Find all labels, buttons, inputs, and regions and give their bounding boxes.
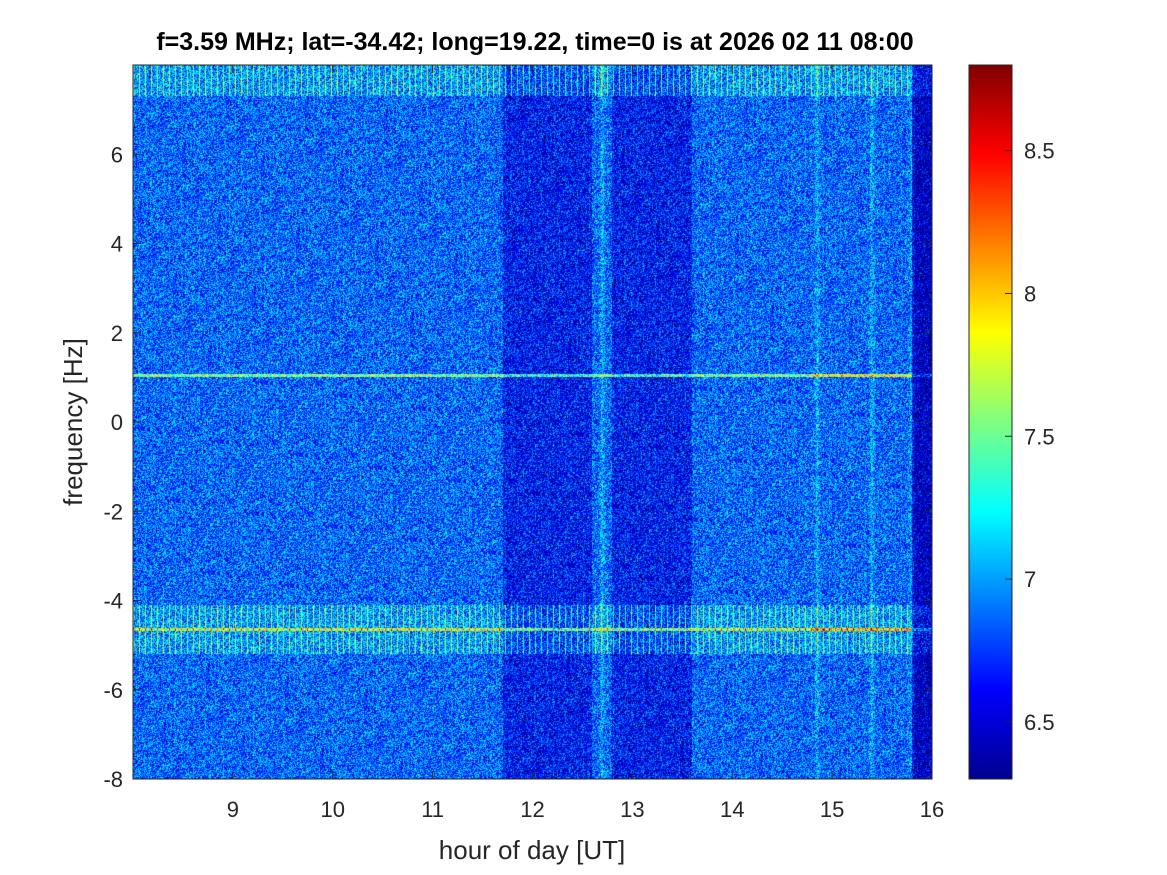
colorbar: [968, 64, 1013, 780]
x-tick-label: 16: [920, 797, 944, 822]
x-axis-ticks: 9 10 11 12 13 14 15 16: [227, 65, 944, 822]
spectrogram-heatmap: [133, 65, 932, 779]
colorbar-tick-label: 8.5: [1024, 139, 1055, 164]
y-tick-label: 6: [111, 142, 123, 167]
x-tick-label: 12: [520, 797, 544, 822]
colorbar-tick-label: 6.5: [1024, 710, 1055, 735]
y-axis-ticks: -8 -6 -4 -2 0 2 4 6: [103, 142, 932, 792]
x-axis-label: hour of day [UT]: [439, 835, 625, 865]
x-tick-label: 11: [421, 797, 444, 822]
colorbar-tick-label: 7.5: [1024, 424, 1055, 449]
y-tick-label: -4: [103, 589, 123, 614]
y-axis-label: frequency [Hz]: [58, 338, 88, 506]
y-tick-label: -6: [103, 678, 123, 703]
x-tick-label: 9: [227, 797, 239, 822]
y-tick-label: -8: [103, 767, 123, 792]
y-tick-label: 2: [111, 321, 123, 346]
colorbar-ticks: 6.5 7 7.5 8 8.5: [1005, 139, 1055, 735]
y-tick-label: 0: [111, 410, 123, 435]
y-tick-label: 4: [111, 232, 123, 257]
y-tick-label: -2: [103, 499, 123, 524]
x-tick-label: 14: [720, 797, 744, 822]
colorbar-tick-label: 8: [1024, 281, 1036, 306]
chart-title: f=3.59 MHz; lat=-34.42; long=19.22, time…: [156, 28, 914, 56]
x-tick-label: 10: [321, 797, 345, 822]
x-tick-label: 13: [620, 797, 644, 822]
x-tick-label: 15: [820, 797, 844, 822]
colorbar-tick-label: 7: [1024, 567, 1036, 592]
